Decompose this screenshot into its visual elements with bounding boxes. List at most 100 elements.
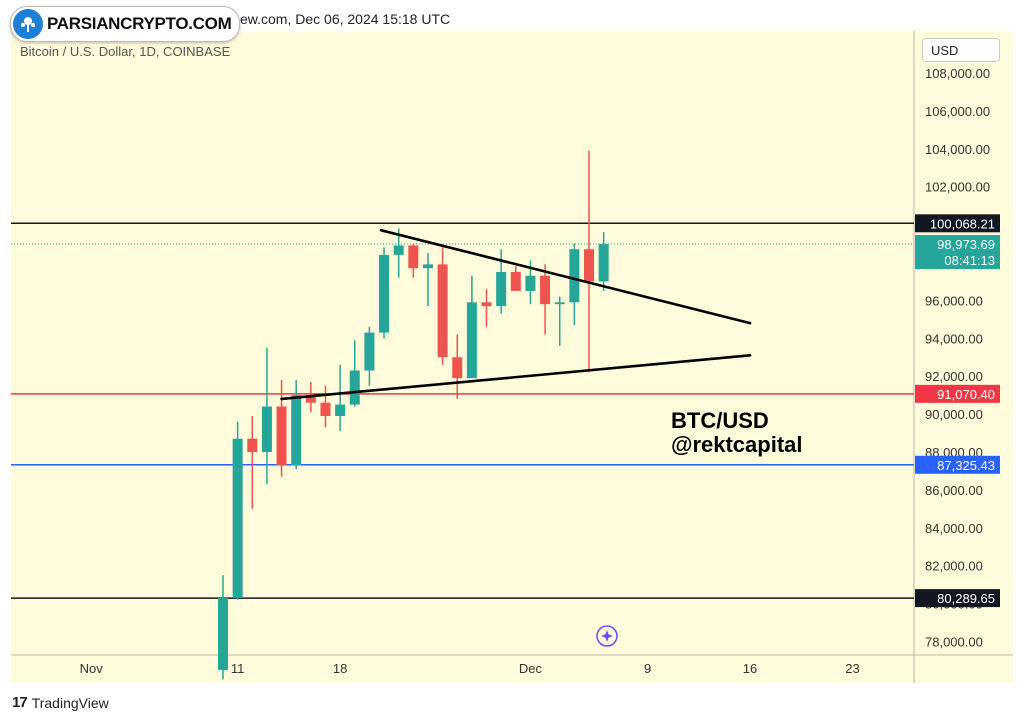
y-tick-label: 104,000.00 <box>925 142 990 157</box>
level-price-label: 80,289.65 <box>937 591 995 606</box>
y-tick-label: 94,000.00 <box>925 331 983 346</box>
candle[interactable] <box>291 379 302 470</box>
candle-body <box>232 438 243 598</box>
last-price-label: 98,973.69 <box>937 237 995 252</box>
tradingview-logo-icon: 17 <box>12 694 28 711</box>
candle[interactable] <box>540 264 551 335</box>
y-tick-label: 84,000.00 <box>925 521 983 536</box>
level-price-label: 91,070.40 <box>937 387 995 402</box>
price-axis[interactable] <box>914 31 1013 683</box>
x-tick-label: Nov <box>80 661 104 676</box>
candle-body <box>452 357 463 379</box>
symbol-description: Bitcoin / U.S. Dollar, 1D, COINBASE <box>20 44 231 59</box>
x-tick-label: 23 <box>845 661 859 676</box>
y-tick-label: 96,000.00 <box>925 293 983 308</box>
footer-brand[interactable]: 17 TradingView <box>12 694 109 711</box>
candle-body <box>364 332 375 371</box>
candle-body <box>218 597 228 670</box>
plot-area[interactable] <box>11 31 914 655</box>
level-price-label-bg <box>915 214 1000 233</box>
brand-logo-icon <box>13 9 43 39</box>
annotation-author: @rektcapital <box>671 432 803 457</box>
candle[interactable] <box>569 243 580 326</box>
triangle-lower-trendline[interactable] <box>280 354 752 401</box>
candle[interactable] <box>554 296 565 346</box>
sparkle-icon[interactable] <box>596 625 618 647</box>
y-tick-label: 90,000.00 <box>925 407 983 422</box>
currency-button[interactable]: USD <box>922 38 1000 62</box>
candle-body <box>422 264 433 269</box>
candle[interactable] <box>584 150 594 373</box>
chart-annotation: BTC/USD @rektcapital <box>671 409 803 457</box>
candle[interactable] <box>510 266 521 291</box>
level-price-label-bg <box>915 589 1000 608</box>
candle-body <box>335 404 346 416</box>
candle[interactable] <box>393 228 404 278</box>
candle-body <box>320 402 331 416</box>
y-tick-label: 108,000.00 <box>925 66 990 81</box>
candle-body <box>554 302 565 305</box>
y-tick-label: 106,000.00 <box>925 104 990 119</box>
time-axis <box>11 655 914 683</box>
footer-brand-label: TradingView <box>31 694 109 711</box>
candle[interactable] <box>218 575 228 680</box>
candle[interactable] <box>364 326 375 386</box>
bar-countdown-label: 08:41:13 <box>944 253 995 268</box>
brand-watermark: PARSIANCRYPTO.COM <box>10 6 241 42</box>
candle[interactable] <box>481 289 492 327</box>
x-tick-label: Dec <box>519 661 543 676</box>
candle[interactable] <box>276 379 287 477</box>
candle-body <box>540 275 551 305</box>
x-tick-label: 18 <box>333 661 347 676</box>
candle[interactable] <box>466 275 477 379</box>
candle-body <box>437 264 448 358</box>
candle-body <box>496 271 507 307</box>
candle[interactable] <box>437 247 448 365</box>
candle[interactable] <box>232 421 243 600</box>
y-tick-label: 92,000.00 <box>925 369 983 384</box>
candle[interactable] <box>320 385 331 428</box>
candle-body <box>379 254 390 333</box>
annotation-pair: BTC/USD <box>671 408 769 433</box>
candle[interactable] <box>379 247 390 339</box>
candle-body <box>276 406 287 466</box>
candle-body <box>408 245 419 269</box>
candle-body <box>584 249 594 282</box>
y-tick-label: 102,000.00 <box>925 180 990 195</box>
candle-body <box>481 302 492 307</box>
brand-name: PARSIANCRYPTO.COM <box>47 14 232 33</box>
y-tick-label: 82,000.00 <box>925 559 983 574</box>
candle-body <box>247 438 258 452</box>
candle-body <box>291 395 302 466</box>
candle[interactable] <box>408 243 419 278</box>
candle[interactable] <box>349 340 360 407</box>
candle[interactable] <box>261 347 272 485</box>
candle-body <box>510 271 521 291</box>
y-tick-label: 78,000.00 <box>925 635 983 650</box>
candle-body <box>261 406 272 452</box>
triangle-upper-trendline[interactable] <box>379 228 752 325</box>
level-price-label-bg <box>915 455 1000 474</box>
candle[interactable] <box>247 415 258 509</box>
x-tick-label: 11 <box>231 661 245 676</box>
chart-header-meta: ew.com, Dec 06, 2024 15:18 UTC <box>240 11 451 27</box>
y-tick-label: 86,000.00 <box>925 483 983 498</box>
level-price-label-bg <box>915 384 1000 403</box>
level-price-label: 100,068.21 <box>930 216 995 231</box>
last-price-label-bg <box>915 235 1000 270</box>
candle-body <box>349 370 360 405</box>
candle[interactable] <box>598 232 609 291</box>
x-tick-label: 16 <box>743 661 757 676</box>
candle-body <box>466 302 477 379</box>
candle[interactable] <box>452 334 463 399</box>
candle-body <box>393 245 404 255</box>
candle[interactable] <box>422 253 433 307</box>
candle-body <box>305 395 316 403</box>
level-price-label: 87,325.43 <box>937 458 995 473</box>
x-tick-label: 9 <box>644 661 651 676</box>
candle-body <box>569 249 580 303</box>
candle-body <box>525 275 536 291</box>
candle[interactable] <box>335 364 346 432</box>
candle-body <box>598 244 609 282</box>
